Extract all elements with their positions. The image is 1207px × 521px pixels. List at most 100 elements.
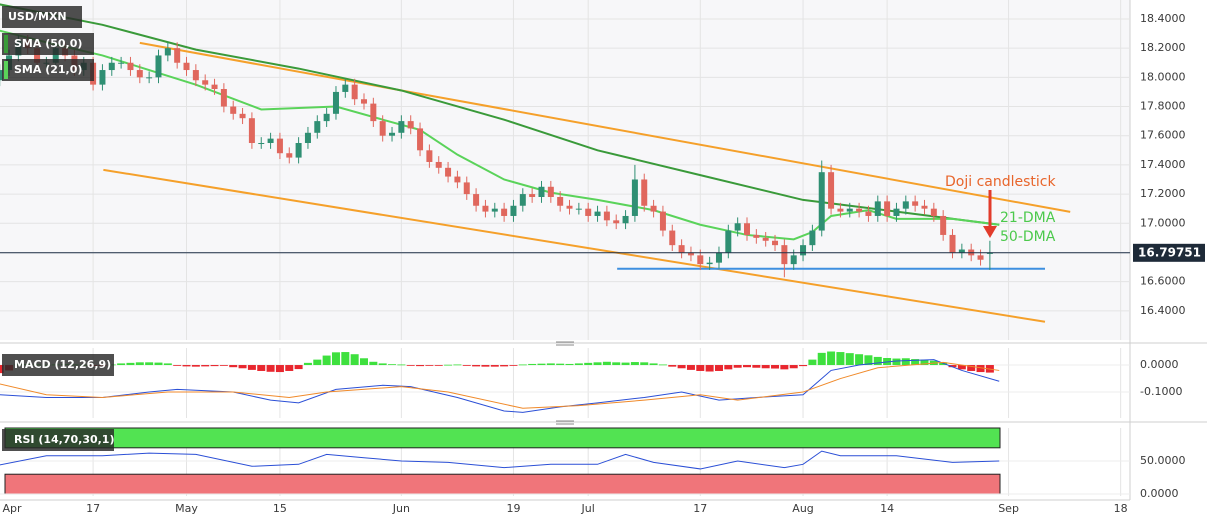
candle-body [164,48,171,56]
candle-body [267,138,274,144]
histogram-bar [229,365,238,368]
histogram-bar [303,362,312,366]
histogram-bar [911,359,920,366]
histogram-bar [210,365,219,367]
candle-body [342,84,349,92]
candle-body [370,103,377,122]
legend-box [2,33,94,55]
x-tick-label: 19 [506,502,520,515]
histogram-bar [117,363,126,366]
y-tick-label: 50.0000 [1140,454,1186,467]
histogram-bar [901,358,910,366]
histogram-bar [275,365,284,373]
histogram-bar [528,363,537,366]
candle-body [314,121,321,133]
histogram-bar [360,358,368,366]
histogram-bar [490,365,499,367]
histogram-bar [957,365,966,370]
histogram-bar [191,365,200,367]
histogram-bar [845,353,854,366]
histogram-bar [640,362,649,366]
histogram-bar [238,365,247,369]
histogram-bar [462,365,471,366]
candle-body [977,255,984,260]
histogram-bar [686,365,695,370]
trend-line [139,41,1071,213]
candle-body [912,201,919,206]
histogram-bar [145,362,154,366]
x-tick-label: Sep [998,502,1019,515]
candle-body [220,89,227,107]
histogram-bar [696,365,705,371]
candle-body [398,121,405,133]
candle-body [715,252,722,263]
histogram-bar [285,365,294,371]
histogram-bar [444,364,453,366]
histogram-bar [472,365,481,367]
histogram-bar [808,359,817,366]
x-tick-label: 18 [1114,502,1128,515]
candle-body [323,113,330,122]
histogram-bar [668,365,677,367]
candle-body [407,121,414,129]
candle-body [566,205,573,209]
x-tick-label: 17 [693,502,707,515]
last-price-box [1133,243,1205,262]
candle-body [772,240,779,246]
histogram-bar [677,365,686,369]
overlay: Apr 17 May 15 Jun 19 Jul 17 Aug 14 Sep 18 16.4000 16.… [2,6,1205,515]
histogram-bar [266,365,275,372]
y-tick-label: 17.4000 [1140,158,1186,171]
candle-body [304,132,311,144]
y-tick-label: 0.0000 [1140,358,1179,371]
candle-body [295,143,302,158]
candle-body [641,179,648,206]
candle-body [389,132,396,136]
histogram-bar [135,362,144,366]
candle-body [603,211,610,221]
candle-body [538,186,545,197]
x-tick-label: Aug [792,502,813,515]
candle-body [99,70,106,85]
x-tick-label: May [175,502,198,515]
histogram-bar [574,363,583,366]
histogram-bar [397,364,406,366]
histogram-bar [864,355,873,366]
candle-body [622,215,629,224]
annotation: 21-DMA [1000,210,1056,226]
candle-body [519,194,526,206]
candle-body [482,205,489,212]
candle-body [258,143,265,145]
candle-body [818,172,825,231]
x-tick-label: 15 [273,502,287,515]
candle-body [650,205,657,212]
candle-body [921,205,928,209]
candle-body [230,106,237,114]
y-tick-label: -0.1000 [1140,385,1182,398]
candle-body [417,128,424,151]
candle-body [510,205,517,216]
histogram-bar [425,365,434,366]
candle-body [687,252,694,256]
rsi-band [4,473,1001,495]
histogram-bar [369,361,378,366]
doji-arrow [983,190,997,238]
last-price-label: 16.79751 [1138,245,1201,259]
y-tick-label: 18.2000 [1140,41,1186,54]
candle-body [332,91,339,114]
histogram-bar [294,365,303,370]
candle-body [351,84,358,100]
histogram-bar [341,352,350,366]
y-tick-label: 17.8000 [1140,100,1186,113]
candle-body [52,48,59,63]
histogram-bar [331,352,340,366]
legend-box [2,429,114,451]
candle-body [426,150,433,162]
candle-body [183,62,190,71]
candle-body [127,62,134,71]
histogram-bar [500,365,509,367]
candle-body [706,262,713,265]
candle-body [800,245,807,256]
histogram-bar [322,355,331,366]
candle-body [837,208,844,212]
